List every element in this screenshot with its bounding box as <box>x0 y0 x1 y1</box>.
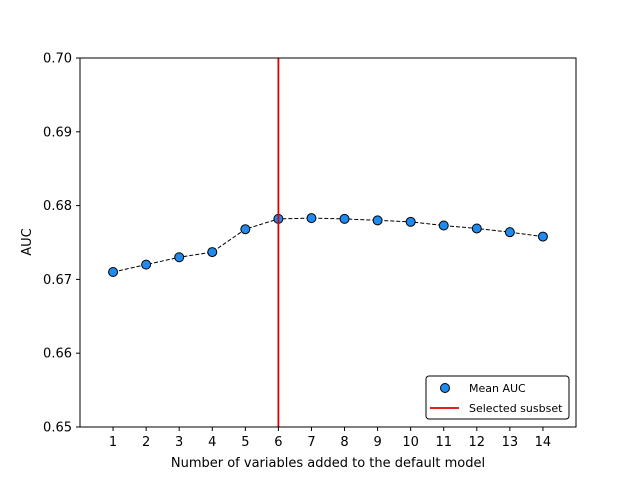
y-tick-label: 0.65 <box>43 421 72 436</box>
x-axis-label: Number of variables added to the default… <box>171 456 485 471</box>
x-tick-label: 8 <box>340 435 348 450</box>
data-point-mean-auc <box>504 227 515 238</box>
data-point-mean-auc <box>174 252 185 263</box>
plot-frame <box>79 57 577 428</box>
x-tick-label: 6 <box>274 435 282 450</box>
legend-marker-mean-auc <box>440 383 450 393</box>
data-point-mean-auc <box>207 247 218 258</box>
x-tick-label: 5 <box>241 435 249 450</box>
data-point-mean-auc <box>405 216 416 227</box>
data-point-mean-auc <box>240 224 251 235</box>
data-point-mean-auc <box>372 215 383 226</box>
legend-box <box>425 375 570 420</box>
x-tick-label: 14 <box>535 435 552 450</box>
data-point-mean-auc <box>438 220 449 231</box>
y-axis-label: AUC <box>20 228 35 256</box>
x-tick-label: 3 <box>175 435 183 450</box>
x-tick-label: 2 <box>142 435 150 450</box>
series-line-mean-auc <box>112 217 543 273</box>
ticks-layer: 1 2 3 4 5 6 7 8 9 10 11 12 13 140.650.660.670.680.690… <box>43 52 551 451</box>
legend: Mean AUC Selected susbset <box>425 375 570 420</box>
x-tick-label: 4 <box>208 435 216 450</box>
x-tick-label: 13 <box>502 435 519 450</box>
y-tick-label: 0.68 <box>43 199 72 214</box>
plot-area <box>80 58 576 427</box>
x-tick-label: 12 <box>469 435 486 450</box>
x-tick-label: 11 <box>435 435 452 450</box>
x-tick-label: 10 <box>402 435 419 450</box>
data-point-mean-auc <box>537 231 548 242</box>
legend-label-selected-subset: Selected susbset <box>469 402 563 415</box>
data-point-mean-auc <box>141 259 152 270</box>
y-tick-label: 0.66 <box>43 347 72 362</box>
data-point-mean-auc <box>339 213 350 224</box>
x-tick-label: 7 <box>307 435 315 450</box>
data-point-mean-auc <box>108 267 119 278</box>
y-tick-label: 0.67 <box>43 273 72 288</box>
y-tick-label: 0.69 <box>43 125 72 140</box>
data-point-mean-auc <box>471 223 482 234</box>
legend-label-mean-auc: Mean AUC <box>469 382 526 395</box>
x-tick-label: 9 <box>373 435 381 450</box>
x-tick-label: 1 <box>109 435 117 450</box>
y-tick-label: 0.70 <box>43 52 72 67</box>
data-point-mean-auc <box>306 213 317 224</box>
